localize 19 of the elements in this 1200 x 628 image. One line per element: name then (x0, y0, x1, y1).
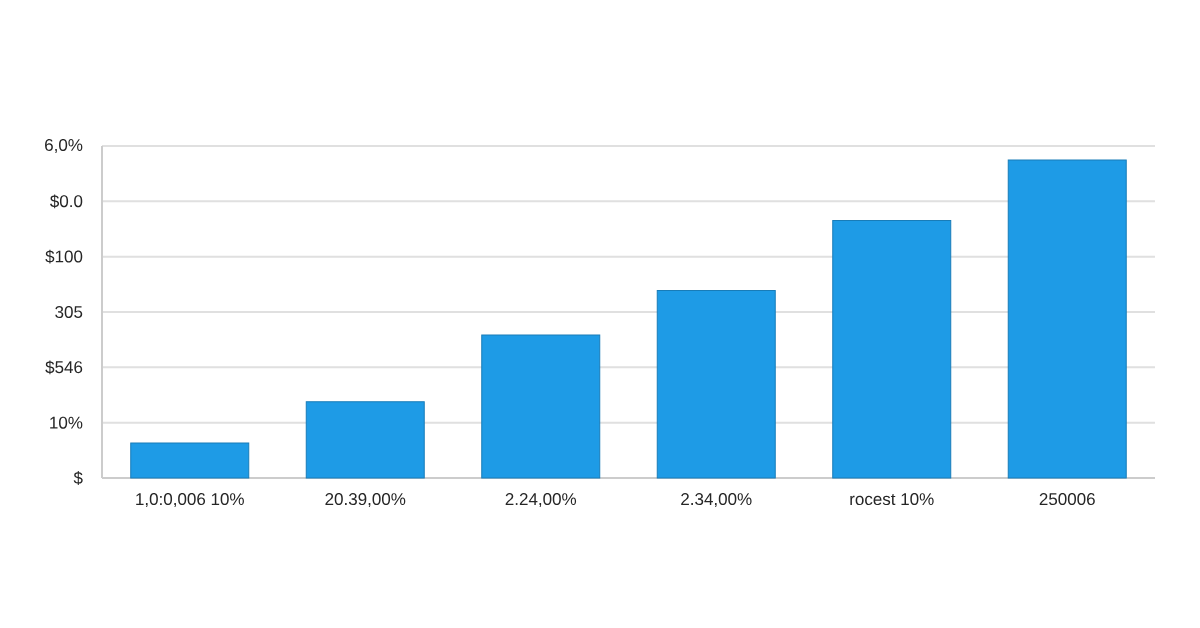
x-tick-label: 2.34,00% (681, 493, 752, 508)
text: $ (73, 471, 83, 485)
bar (656, 289, 776, 479)
text: 6,0% (45, 138, 83, 154)
text: $100 (45, 249, 83, 264)
bar (305, 401, 425, 479)
bar (832, 219, 952, 479)
x-tick-label: rocest 10% (850, 493, 934, 506)
bar (130, 442, 250, 479)
text: $546 (45, 360, 83, 375)
x-tick-label: 20.39,00% (325, 493, 406, 508)
text: 10% (50, 416, 83, 429)
x-tick-label: 250006 (1039, 493, 1095, 506)
bar (481, 334, 601, 479)
x-tick-label: 1,0:0,006 10% (136, 493, 244, 508)
text: $0.0 (50, 194, 83, 209)
x-tick-label: 2.24,00% (505, 493, 577, 508)
bar (1007, 159, 1127, 479)
text: 305 (55, 305, 83, 319)
